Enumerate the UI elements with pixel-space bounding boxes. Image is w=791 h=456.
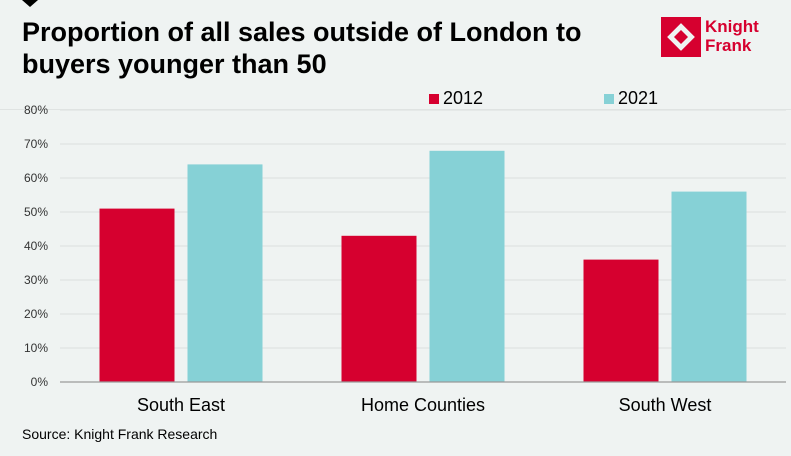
logo-text-line-2: Frank xyxy=(705,36,752,55)
knight-frank-logo: Knight Frank xyxy=(661,17,781,57)
y-tick-label: 60% xyxy=(24,171,48,185)
bar-2012-south-west xyxy=(583,259,659,382)
legend-label-2021: 2021 xyxy=(618,88,659,108)
legend-swatch-2021 xyxy=(604,93,614,104)
logo-text-line-1: Knight xyxy=(705,17,759,36)
chart-title-line-2: buyers younger than 50 xyxy=(22,49,327,79)
y-tick-label: 10% xyxy=(24,341,48,355)
logo-text: Knight Frank xyxy=(705,17,759,55)
x-tick-label: Home Counties xyxy=(361,395,485,415)
y-tick-label: 20% xyxy=(24,307,48,321)
bar-2021-home-counties xyxy=(429,150,505,382)
y-tick-label: 0% xyxy=(31,375,49,389)
bar-2021-south-west xyxy=(671,191,747,382)
down-triangle-icon xyxy=(22,0,38,7)
y-tick-label: 70% xyxy=(24,137,48,151)
bar-2021-south-east xyxy=(187,164,263,382)
chart-title: Proportion of all sales outside of Londo… xyxy=(22,16,642,80)
legend-item-2012: 2012 xyxy=(429,88,483,109)
knight-frank-logo-icon xyxy=(661,17,701,57)
x-tick-label: South East xyxy=(137,395,225,415)
y-tick-label: 80% xyxy=(24,103,48,117)
y-tick-label: 50% xyxy=(24,205,48,219)
y-tick-label: 30% xyxy=(24,273,48,287)
y-tick-label: 40% xyxy=(24,239,48,253)
legend-swatch-2012 xyxy=(429,93,439,104)
chart-title-line-1: Proportion of all sales outside of Londo… xyxy=(22,17,582,47)
bar-2012-south-east xyxy=(99,208,175,382)
legend-item-2021: 2021 xyxy=(604,88,658,109)
x-tick-label: South West xyxy=(619,395,712,415)
source-note: Source: Knight Frank Research xyxy=(22,426,218,442)
legend-label-2012: 2012 xyxy=(443,88,484,108)
bar-2012-home-counties xyxy=(341,235,417,382)
